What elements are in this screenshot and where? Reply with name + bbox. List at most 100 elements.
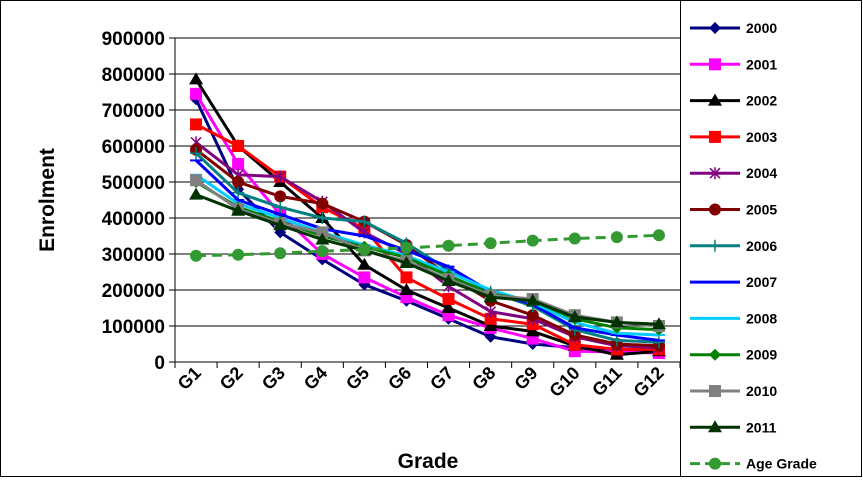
series-line <box>196 233 660 258</box>
data-point <box>357 257 372 270</box>
legend-item: 2011 <box>690 419 777 435</box>
data-point <box>442 293 455 305</box>
data-point <box>526 234 539 247</box>
data-point <box>274 170 286 183</box>
data-point <box>232 176 245 188</box>
series-line <box>195 159 660 342</box>
data-point <box>483 290 498 303</box>
data-point <box>442 239 455 252</box>
series-line <box>195 152 660 344</box>
legend-label: 2007 <box>746 274 777 290</box>
data-point <box>190 147 203 160</box>
data-point <box>709 203 721 216</box>
data-point <box>358 243 371 256</box>
data-point <box>232 158 245 170</box>
legend-label: 2001 <box>746 56 777 72</box>
data-point <box>399 256 414 268</box>
series-age-grade <box>190 229 665 262</box>
data-point <box>651 317 666 330</box>
legend-label: 2002 <box>746 93 777 109</box>
data-point <box>709 167 721 180</box>
legend-label: 2009 <box>746 347 777 363</box>
data-point <box>232 248 245 261</box>
data-point <box>316 226 329 239</box>
data-point <box>274 247 287 260</box>
data-point <box>568 232 581 245</box>
data-point <box>231 203 246 216</box>
data-point <box>484 237 497 250</box>
data-point <box>709 457 721 470</box>
data-point <box>485 305 497 318</box>
data-point <box>709 348 721 361</box>
data-point <box>567 310 582 322</box>
series-line <box>195 180 660 332</box>
data-point <box>709 385 721 397</box>
data-point <box>709 130 721 143</box>
data-point <box>399 283 414 295</box>
legend-item: 2004 <box>690 165 777 181</box>
data-point <box>708 420 722 433</box>
legend-item: 2008 <box>690 310 777 326</box>
data-point <box>358 215 371 228</box>
data-point <box>274 190 287 203</box>
legend-box <box>680 0 862 477</box>
legend-label: Age Grade <box>746 456 817 472</box>
legend-item: Age Grade <box>690 456 817 472</box>
y-tick-label: 400000 <box>102 209 165 230</box>
data-point <box>525 293 540 306</box>
data-point <box>652 229 665 242</box>
data-point <box>441 274 456 286</box>
data-point <box>400 271 413 284</box>
data-point <box>316 197 329 210</box>
legend-item: 2005 <box>690 202 777 218</box>
y-axis-title: Enrolment <box>36 148 59 252</box>
x-axis-title: Grade <box>398 450 459 473</box>
data-point <box>274 201 287 214</box>
y-tick-label: 600000 <box>102 137 165 158</box>
legend-item: 2009 <box>690 347 777 363</box>
data-point <box>316 212 329 224</box>
legend-label: 2010 <box>746 383 777 399</box>
legend-item: 2000 <box>690 20 777 36</box>
series-line <box>195 148 660 348</box>
data-point <box>232 140 245 152</box>
y-tick-label: 700000 <box>102 101 165 122</box>
legend-item: 2007 <box>690 274 777 290</box>
data-point <box>232 186 245 199</box>
series-line <box>195 173 660 337</box>
y-tick-label: 900000 <box>102 29 165 50</box>
data-point <box>652 336 665 349</box>
y-tick-label: 100000 <box>102 317 165 338</box>
data-point <box>315 232 330 245</box>
y-tick-label: 200000 <box>102 281 165 302</box>
series-line <box>195 123 659 351</box>
data-point <box>400 241 413 254</box>
data-point <box>190 174 203 187</box>
legend-item: 2003 <box>690 129 777 145</box>
data-point <box>358 271 371 284</box>
data-point <box>526 309 539 322</box>
legend: 2000 2001 2002 2003 2004 2005 2006 2007 2008 2009… <box>690 20 817 472</box>
legend-label: 2011 <box>746 419 777 435</box>
y-tick-label: 300000 <box>102 245 165 266</box>
legend-label: 2006 <box>746 238 777 254</box>
data-point <box>709 239 721 252</box>
legend-label: 2000 <box>746 20 777 36</box>
series-group <box>189 72 666 360</box>
legend-label: 2004 <box>746 165 777 181</box>
y-tick-label: 800000 <box>102 65 165 86</box>
data-point <box>568 338 581 351</box>
data-point <box>709 58 721 71</box>
data-point <box>484 312 497 325</box>
data-point <box>441 301 456 313</box>
legend-item: 2010 <box>690 383 777 399</box>
data-point <box>610 231 623 244</box>
legend-label: 2008 <box>746 310 777 326</box>
legend-item: 2006 <box>690 238 777 254</box>
data-point <box>189 72 204 85</box>
data-point <box>609 315 624 328</box>
data-point <box>190 118 203 131</box>
y-tick-label: 500000 <box>102 173 165 194</box>
